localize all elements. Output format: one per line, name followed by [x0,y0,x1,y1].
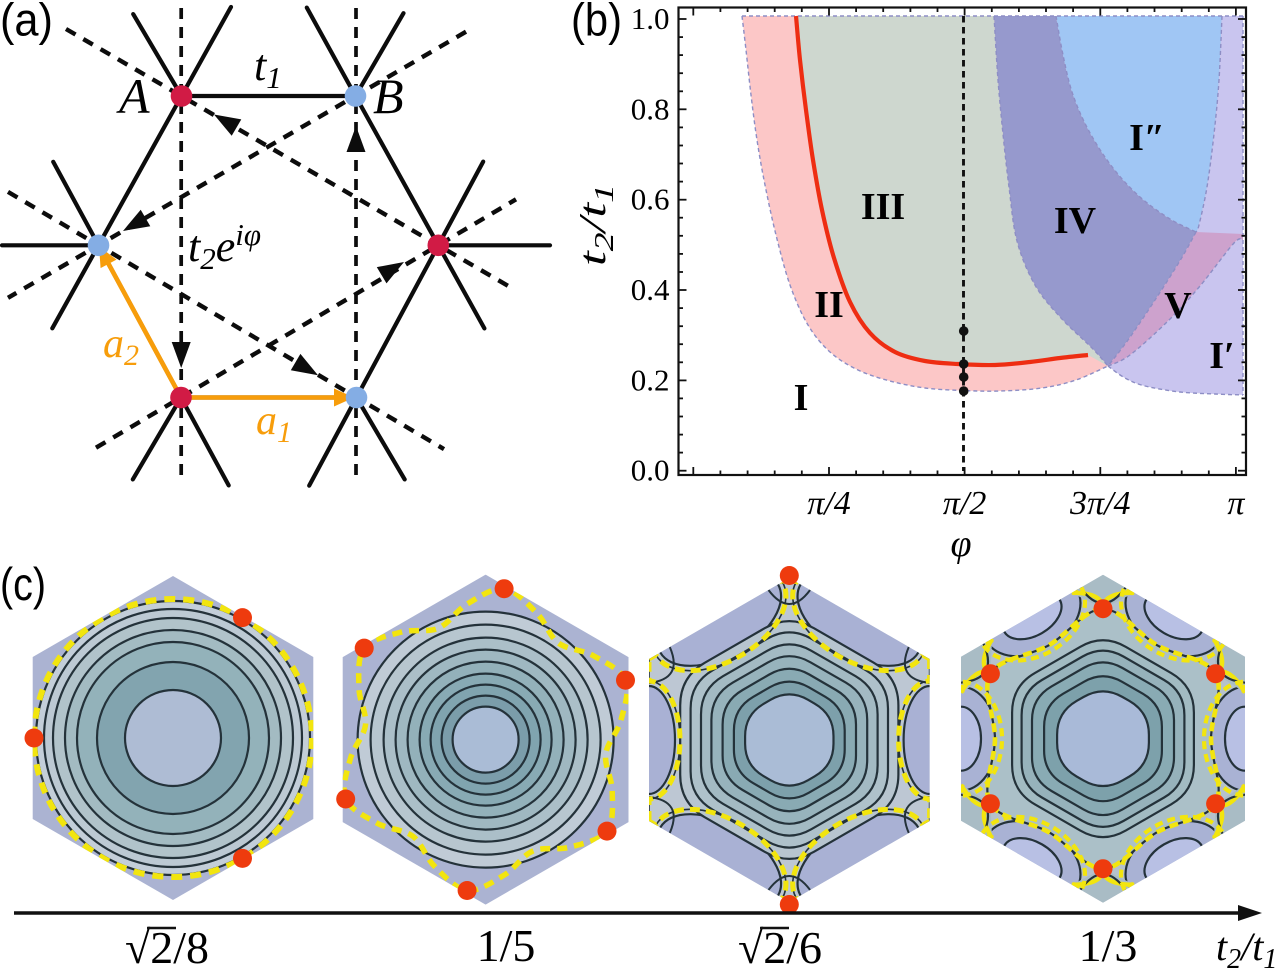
svg-text:A: A [116,68,150,124]
svg-text:I′: I′ [1209,335,1234,377]
svg-text:B: B [373,68,404,124]
svg-text:t2/t1: t2/t1 [572,184,619,266]
svg-text:I: I [794,377,809,419]
svg-text:√2/8: √2/8 [125,922,209,972]
svg-text:II: II [814,284,844,326]
svg-text:1/3: 1/3 [1079,920,1138,971]
svg-text:(b): (b) [571,0,622,46]
svg-text:0.6: 0.6 [631,182,670,217]
svg-text:IV: IV [1054,200,1097,242]
svg-text:π/2: π/2 [943,485,986,522]
svg-text:π: π [1227,485,1245,522]
svg-text:π/4: π/4 [807,485,850,522]
svg-text:√2/6: √2/6 [738,922,822,972]
svg-text:(a): (a) [0,0,53,46]
svg-text:0.4: 0.4 [631,272,670,307]
svg-text:φ: φ [950,523,971,565]
svg-text:1.0: 1.0 [631,1,670,36]
svg-text:0.8: 0.8 [631,91,670,126]
svg-text:III: III [861,186,905,228]
svg-text:3π/4: 3π/4 [1069,485,1130,522]
svg-text:0.0: 0.0 [631,453,670,488]
svg-text:0.2: 0.2 [631,362,670,397]
svg-text:I″: I″ [1129,117,1165,159]
svg-text:1/5: 1/5 [477,920,536,971]
svg-text:(c): (c) [0,558,46,610]
svg-text:V: V [1164,285,1192,327]
